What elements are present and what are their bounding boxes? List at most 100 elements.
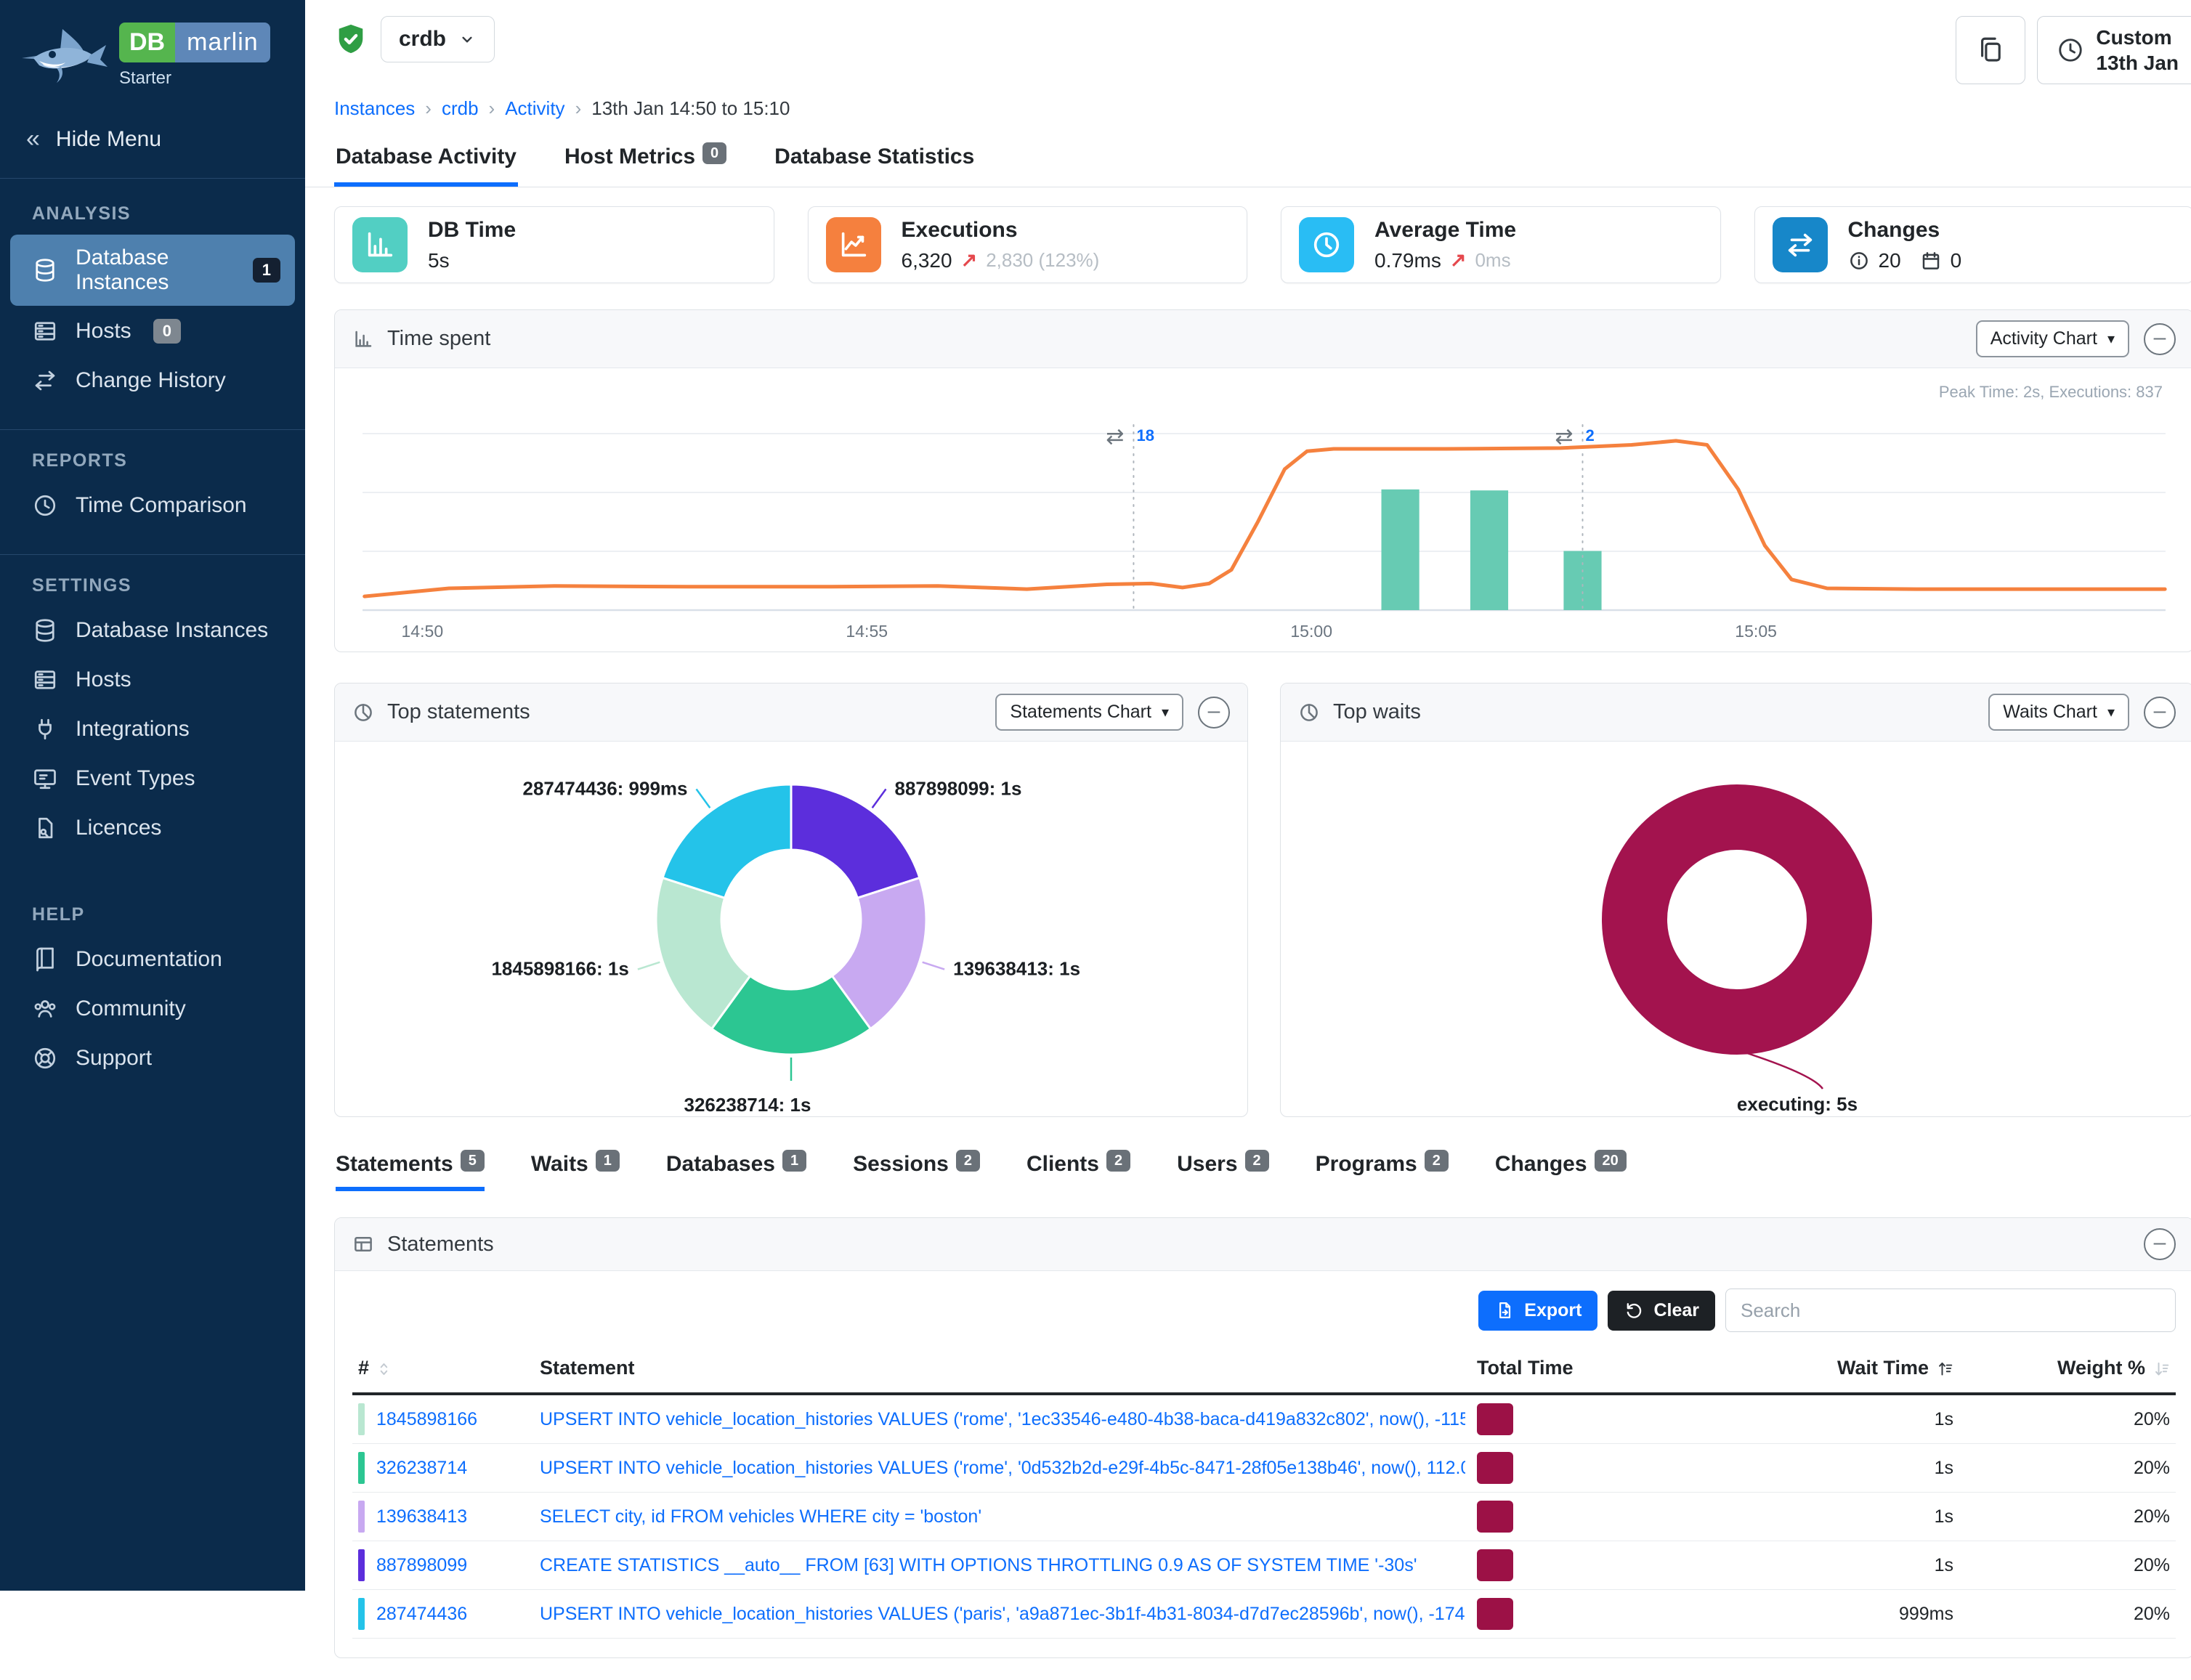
statement-id-link[interactable]: 1845898166: [376, 1409, 477, 1430]
breadcrumb-link[interactable]: Activity: [505, 97, 564, 120]
total-time-bar: [1477, 1501, 1513, 1533]
donut-segment-887898099[interactable]: [791, 784, 920, 898]
column-header-total-time[interactable]: Total Time: [1471, 1344, 1749, 1394]
statement-id-link[interactable]: 887898099: [376, 1555, 467, 1576]
sidebar-item-time-comparison[interactable]: Time Comparison: [10, 482, 295, 529]
statement-id-link[interactable]: 139638413: [376, 1506, 467, 1527]
docs-icon: [32, 946, 58, 973]
weight-cell: 20%: [1959, 1493, 2176, 1541]
instance-selector[interactable]: crdb: [381, 16, 495, 62]
executions-bar-15:02[interactable]: [1470, 490, 1508, 610]
collapse-panel-button[interactable]: –: [2144, 697, 2176, 729]
tab-badge: 2: [1245, 1150, 1269, 1172]
tab-label: Sessions: [853, 1152, 949, 1176]
clear-button[interactable]: Clear: [1608, 1291, 1715, 1331]
sidebar-item-event-types[interactable]: Event Types: [10, 755, 295, 803]
section-label: HELP: [32, 904, 305, 925]
brand-marlin: marlin: [175, 23, 270, 62]
breadcrumb-link[interactable]: crdb: [442, 97, 479, 120]
hide-menu-button[interactable]: « Hide Menu: [0, 103, 305, 179]
statement-id-link[interactable]: 326238714: [376, 1458, 467, 1479]
clock-card-icon: [1299, 217, 1354, 272]
statement-link[interactable]: UPSERT INTO vehicle_location_histories V…: [540, 1409, 1465, 1430]
top-statements-header: Top statements Statements Chart▾ –: [335, 683, 1247, 742]
sidebar-item-hosts[interactable]: Hosts: [10, 656, 295, 704]
tab-database-activity[interactable]: Database Activity: [334, 130, 518, 187]
waits-chart-select[interactable]: Waits Chart▾: [1988, 694, 2129, 731]
collapse-panel-button[interactable]: –: [2144, 1228, 2176, 1260]
health-shield-icon: [334, 21, 368, 57]
sidebar-item-licences[interactable]: Licences: [10, 804, 295, 852]
time-spent-header: Time spent Activity Chart▾ –: [335, 310, 2191, 368]
changes-info-count: 20: [1879, 249, 1901, 272]
time-range-button[interactable]: Custom 13th Jan: [2037, 16, 2191, 84]
statement-link[interactable]: UPSERT INTO vehicle_location_histories V…: [540, 1458, 1465, 1479]
tab-database-statistics[interactable]: Database Statistics: [773, 130, 976, 187]
column-label: Wait Time: [1837, 1357, 1929, 1379]
dbmarlin-logo: DB marlin Starter: [0, 0, 305, 103]
search-input[interactable]: [1725, 1289, 2176, 1332]
change-marker[interactable]: ⇄18: [1106, 424, 1154, 450]
donut-segment-executing[interactable]: [1635, 817, 1839, 1022]
activity-chart-select[interactable]: Activity Chart▾: [1976, 320, 2129, 357]
collapse-panel-button[interactable]: –: [1198, 697, 1230, 729]
sidebar-item-label: Time Comparison: [76, 493, 247, 518]
table-row: 139638413 SELECT city, id FROM vehicles W…: [352, 1493, 2176, 1541]
donut-segment-287474436[interactable]: [663, 784, 791, 898]
card-value-row: 0.79ms↗0ms: [1374, 249, 1516, 272]
column-header--[interactable]: #: [352, 1344, 534, 1394]
svg-text:18: 18: [1136, 426, 1154, 445]
export-button[interactable]: Export: [1478, 1291, 1597, 1331]
breadcrumb-link[interactable]: Instances: [334, 97, 415, 120]
sidebar-item-integrations[interactable]: Integrations: [10, 705, 295, 753]
sidebar-item-change-history[interactable]: Change History: [10, 357, 295, 405]
breadcrumb: Instances›crdb›Activity›13th Jan 14:50 t…: [305, 84, 2191, 124]
hosts-icon: [32, 318, 58, 344]
column-header-weight-[interactable]: Weight %: [1959, 1344, 2176, 1394]
breadcrumb-separator: ›: [489, 97, 495, 120]
wait-time-cell: 1s: [1749, 1444, 1959, 1493]
collapse-panel-button[interactable]: –: [2144, 323, 2176, 355]
statements-chart-select[interactable]: Statements Chart▾: [995, 694, 1183, 731]
event-icon: [32, 766, 58, 792]
panel-title: Top waits: [1333, 700, 1421, 724]
statement-link[interactable]: CREATE STATISTICS __auto__ FROM [63] WIT…: [540, 1555, 1465, 1576]
executions-bar-15:01[interactable]: [1382, 490, 1420, 610]
statement-link[interactable]: UPSERT INTO vehicle_location_histories V…: [540, 1604, 1465, 1625]
x-axis-tick: 15:00: [1290, 622, 1332, 641]
chart-icon: [352, 328, 374, 350]
column-header-wait-time[interactable]: Wait Time: [1749, 1344, 1959, 1394]
column-header-statement[interactable]: Statement: [534, 1344, 1471, 1394]
tab-badge: 1: [596, 1150, 620, 1172]
donut-label: 287474436: 999ms: [523, 777, 688, 799]
waits-donut-chart[interactable]: executing: 5s: [1281, 742, 2191, 1116]
sidebar-item-support[interactable]: Support: [10, 1034, 295, 1082]
sidebar-item-database-instances[interactable]: Database Instances: [10, 606, 295, 654]
sidebar-item-community[interactable]: Community: [10, 985, 295, 1033]
x-axis-tick: 14:55: [846, 622, 888, 641]
sidebar-item-documentation[interactable]: Documentation: [10, 936, 295, 983]
total-time-bar: [1477, 1598, 1513, 1630]
total-time-cell: [1471, 1541, 1749, 1590]
tab-badge: 0: [702, 142, 726, 164]
db-time-line[interactable]: [365, 441, 2165, 596]
statement-link[interactable]: SELECT city, id FROM vehicles WHERE city…: [540, 1506, 1465, 1527]
statement-id-link[interactable]: 287474436: [376, 1604, 467, 1625]
copy-link-button[interactable]: [1956, 16, 2025, 84]
